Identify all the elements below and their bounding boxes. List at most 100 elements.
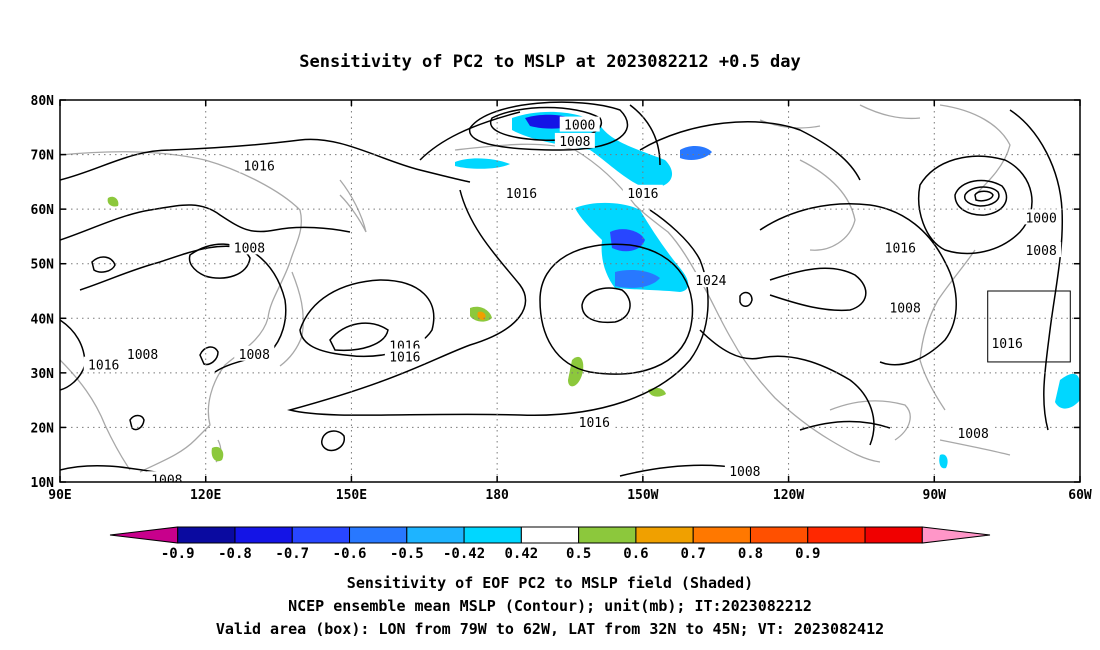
- contour-1024-high: [539, 243, 694, 375]
- x-tick-label: 120W: [773, 488, 804, 503]
- contour-label-bg: [987, 334, 1028, 350]
- contour-labrador-inner-2: [974, 190, 994, 202]
- contour-1008-inner-low: [188, 243, 251, 279]
- colorbar-tick-label: -0.8: [218, 546, 252, 562]
- colorbar-box: [291, 526, 351, 544]
- contour-label: 1016: [243, 159, 274, 174]
- coastline-kamchatka: [339, 179, 367, 233]
- y-tick-label: 10N: [31, 476, 55, 491]
- colorbar-extend-high: [921, 526, 991, 544]
- contour-small-low-5: [739, 291, 753, 307]
- contour-label: 1000: [1025, 211, 1056, 226]
- sensitivity-shading: [107, 111, 1080, 469]
- contour-label-bg: [234, 345, 275, 361]
- coastline-us-east: [919, 249, 976, 411]
- contour-label-bg: [559, 116, 600, 132]
- contour-1016-siberia: [60, 138, 471, 183]
- colorbar-box: [520, 526, 580, 544]
- colorbar-box: [807, 526, 866, 544]
- x-tick-label: 90E: [48, 488, 71, 503]
- caption: Sensitivity of EOF PC2 to MSLP field (Sh…: [216, 574, 884, 638]
- contour-1016-pacific-west: [299, 279, 435, 357]
- shade-neg-atlantic: [1055, 373, 1080, 409]
- y-tick-label: 20N: [31, 421, 55, 436]
- contour-label-bg: [122, 345, 163, 361]
- x-tick-label: 150W: [627, 488, 658, 503]
- contour-1008-canada: [769, 267, 867, 312]
- shade-pos-hawaii-north: [568, 356, 584, 387]
- colorbar-box: [864, 526, 923, 544]
- colorbar-tick-label: -0.5: [390, 546, 424, 562]
- contour-1016-atlantic: [1009, 109, 1064, 431]
- contour-label: 1000: [564, 119, 595, 134]
- x-tick-label: 120E: [190, 488, 221, 503]
- colorbar-box: [406, 526, 465, 544]
- contour-label: 1016: [885, 241, 916, 256]
- caption-line-1: Sensitivity of EOF PC2 to MSLP field (Sh…: [347, 574, 753, 592]
- colorbar-tick-label: -0.7: [275, 546, 309, 562]
- y-tick-label: 60N: [31, 203, 55, 218]
- shade-neg-north-pacific: [615, 270, 660, 288]
- x-axis: 90E 120E 150E 180 150W 120W 90W 60W: [48, 100, 1092, 503]
- coastline-asia: [60, 151, 302, 473]
- contour-1008-asia-north: [60, 204, 351, 241]
- contour-1016-canada: [759, 202, 957, 366]
- contour-label: 1016: [389, 350, 420, 365]
- colorbar-box: [578, 526, 637, 544]
- y-tick-label: 80N: [31, 94, 55, 109]
- contour-label-bg: [229, 239, 270, 255]
- contour-label-bg: [146, 471, 187, 482]
- contour-label-bg: [83, 356, 124, 372]
- y-tick-label: 70N: [31, 149, 55, 164]
- colorbar-tick-label: 0.6: [623, 546, 648, 562]
- shade-neg-bering: [512, 111, 673, 189]
- contour-small-low-4: [91, 256, 116, 273]
- caption-line-2: NCEP ensemble mean MSLP (Contour); unit(…: [288, 597, 812, 615]
- colorbar-extend-low: [109, 526, 179, 544]
- contour-small-low-2: [199, 346, 219, 366]
- contour-label-bg: [690, 272, 731, 288]
- contour-label: 1008: [729, 465, 760, 480]
- colorbar-tick-label: 0.9: [795, 546, 820, 562]
- contour-label-bg: [554, 132, 595, 148]
- contour-1016-arctic: [419, 104, 861, 181]
- coastline-indochina: [60, 359, 131, 471]
- contour-1008-bering-outer: [469, 101, 629, 151]
- contour-label: 1016: [506, 187, 537, 202]
- x-tick-label: 150E: [336, 488, 367, 503]
- contour-label: 1008: [957, 427, 988, 442]
- coastline-hudson-bay: [799, 159, 856, 251]
- contour-label: 1008: [127, 348, 158, 363]
- colorbar-tick-label: 0.42: [505, 546, 539, 562]
- contour-label: 1008: [151, 473, 182, 488]
- contour-labrador-inner-1: [963, 186, 1000, 207]
- colorbar-tick-label: 0.8: [738, 546, 763, 562]
- contour-label: 1008: [559, 135, 590, 150]
- contour-label: 1008: [239, 348, 270, 363]
- colorbar: -0.9 -0.8 -0.7 -0.6 -0.5 -0.42 0.42 0.5 0.6 0.7 0.…: [109, 526, 991, 562]
- coastline-caribbean: [939, 439, 1011, 456]
- shade-neg-arctic-east: [680, 146, 712, 160]
- shade-neg-caribbean: [939, 454, 948, 469]
- map-background: [60, 100, 1080, 482]
- colorbar-box: [234, 526, 293, 544]
- contour-label: 1016: [991, 337, 1022, 352]
- colorbar-box: [177, 526, 236, 544]
- contour-label: 1008: [1025, 244, 1056, 259]
- coastline-gulf: [829, 400, 911, 441]
- colorbar-tick-label: 0.5: [566, 546, 591, 562]
- contour-label: 1008: [889, 301, 920, 316]
- contour-label-bg: [622, 184, 663, 200]
- colorbar-box: [349, 526, 408, 544]
- colorbar-tick-label: -0.9: [161, 546, 195, 562]
- contour-1000-labrador: [954, 179, 1008, 216]
- shade-neg-arctic-west: [455, 158, 510, 169]
- coastline-greenland: [939, 104, 1011, 196]
- contour-label-bg: [384, 348, 425, 364]
- x-tick-label: 180: [485, 488, 509, 503]
- contour-label-bg: [239, 157, 280, 173]
- contour-label: 1016: [88, 359, 119, 374]
- shade-pos-india: [107, 196, 119, 207]
